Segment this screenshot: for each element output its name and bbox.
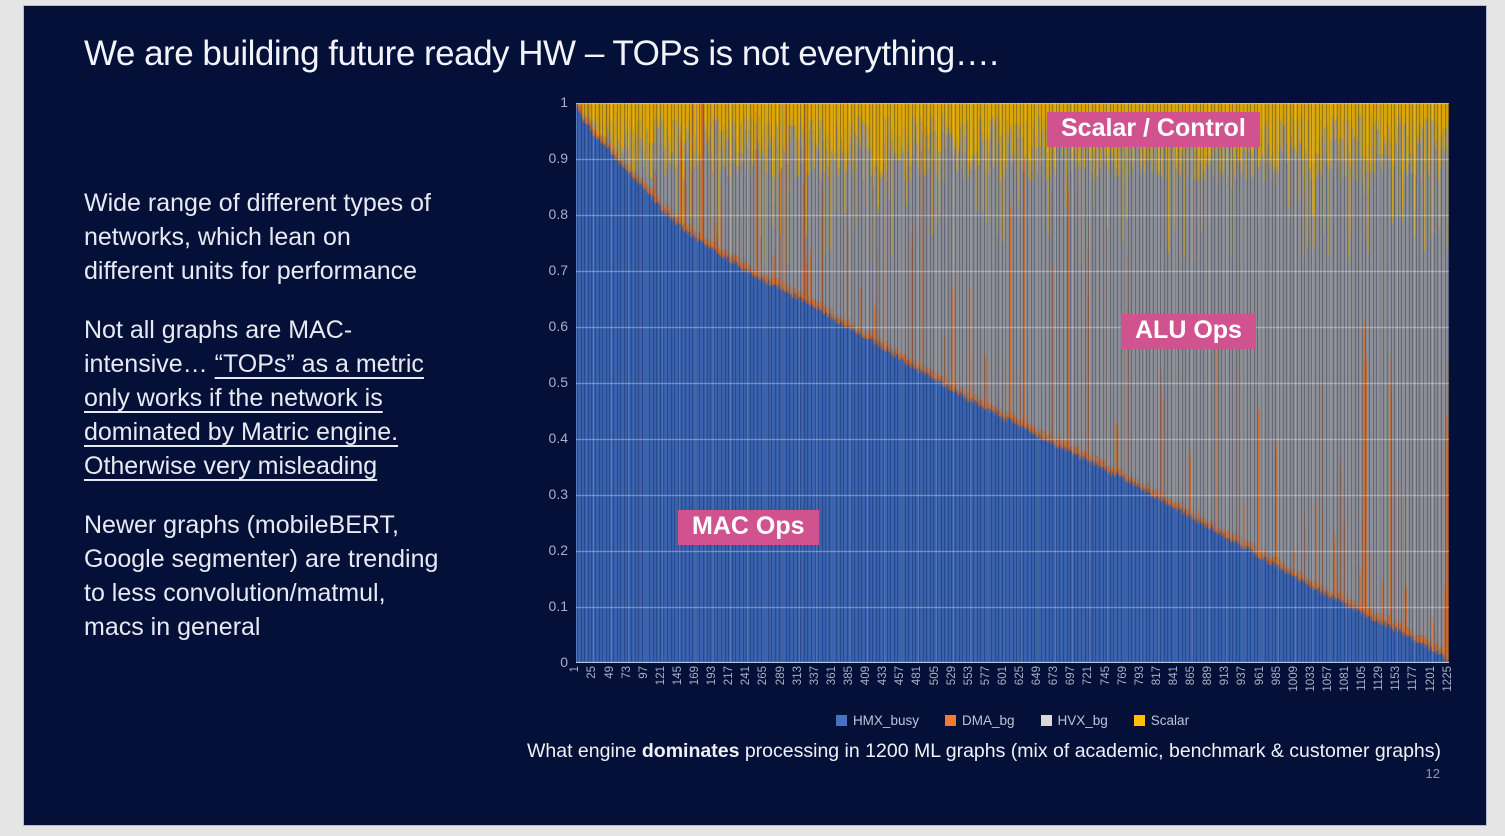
x-axis-tick-label: 961: [1253, 666, 1266, 686]
page-number: 12: [1425, 766, 1440, 781]
chart-legend: HMX_busy DMA_bg HVX_bg Scalar: [576, 713, 1449, 728]
annotation-alu-ops: ALU Ops: [1121, 314, 1256, 349]
x-axis-tick-label: 217: [723, 666, 736, 686]
legend-swatch-icon: [1040, 715, 1052, 726]
legend-item-HVX_bg: HVX_bg: [1040, 713, 1108, 728]
x-axis-tick-label: 745: [1099, 666, 1112, 686]
y-axis-tick-label: 0.2: [548, 542, 568, 558]
annotation-scalar-control: Scalar / Control: [1047, 112, 1260, 147]
legend-label: HVX_bg: [1057, 713, 1108, 728]
x-axis-tick-label: 1081: [1339, 666, 1352, 692]
x-axis-tick-label: 145: [671, 666, 684, 686]
legend-item-Scalar: Scalar: [1133, 713, 1190, 728]
x-axis-tick-label: 841: [1167, 666, 1180, 686]
slide: We are building future ready HW – TOPs i…: [23, 5, 1487, 826]
legend-label: Scalar: [1150, 713, 1190, 728]
legend-label: HMX_busy: [852, 713, 919, 728]
y-axis-tick-label: 0.8: [548, 206, 568, 222]
chart-plot-area: [576, 103, 1449, 663]
x-axis-tick-label: 49: [603, 666, 616, 679]
x-axis-tick-label: 265: [757, 666, 770, 686]
x-axis-tick-label: 889: [1202, 666, 1215, 686]
x-axis-tick-label: 121: [654, 666, 667, 686]
x-axis-tick-label: 481: [911, 666, 924, 686]
x-axis-tick-label: 337: [808, 666, 821, 686]
x-axis-tick-label: 649: [1031, 666, 1044, 686]
slide-body-text: Wide range of different types of network…: [84, 186, 514, 669]
x-axis-tick-label: 361: [825, 666, 838, 686]
y-axis-tick-label: 0.9: [548, 150, 568, 166]
x-axis-tick-label: 553: [962, 666, 975, 686]
x-axis-tick-label: 289: [774, 666, 787, 686]
x-axis-tick-label: 73: [620, 666, 633, 679]
y-axis-tick-label: 0.1: [548, 598, 568, 614]
x-axis-tick-label: 985: [1270, 666, 1283, 686]
x-axis-tick-label: 313: [791, 666, 804, 686]
x-axis-tick-label: 577: [979, 666, 992, 686]
y-axis-tick-label: 0: [560, 654, 568, 670]
annotation-mac-ops: MAC Ops: [678, 510, 819, 545]
x-axis-tick-label: 793: [1133, 666, 1146, 686]
legend-item-DMA_bg: DMA_bg: [944, 713, 1015, 728]
x-axis-tick-label: 1033: [1304, 666, 1317, 692]
x-axis-tick-label: 433: [877, 666, 890, 686]
x-axis-tick-label: 1009: [1287, 666, 1300, 692]
legend-item-HMX_busy: HMX_busy: [835, 713, 919, 728]
y-axis-tick-label: 0.3: [548, 486, 568, 502]
legend-swatch-icon: [1133, 715, 1145, 726]
x-axis-tick-label: 865: [1185, 666, 1198, 686]
y-axis-tick-label: 0.6: [548, 318, 568, 334]
x-axis-tick-label: 457: [894, 666, 907, 686]
legend-swatch-icon: [944, 715, 956, 726]
x-axis-tick-label: 625: [1014, 666, 1027, 686]
chart-caption: What engine dominates processing in 1200…: [526, 740, 1442, 762]
x-axis-tick-label: 505: [928, 666, 941, 686]
x-axis-tick-label: 1177: [1407, 666, 1420, 691]
y-axis-tick-label: 0.7: [548, 262, 568, 278]
x-axis-tick-label: 193: [706, 666, 719, 686]
y-axis-tick-label: 0.4: [548, 430, 568, 446]
x-axis-tick-label: 817: [1150, 666, 1163, 686]
x-axis-tick-label: 1: [569, 666, 582, 673]
x-axis-tick-label: 601: [996, 666, 1009, 686]
x-axis-tick-label: 1129: [1373, 666, 1386, 691]
paragraph-newer-graphs: Newer graphs (mobileBERT, Google segment…: [84, 511, 439, 641]
paragraph-not-all-graphs: Not all graphs are MAC- intensive… “TOPs…: [84, 316, 424, 480]
x-axis-tick-label: 529: [945, 666, 958, 686]
x-axis-tick-label: 1153: [1390, 666, 1403, 691]
x-axis-tick-label: 1105: [1356, 666, 1369, 691]
y-axis-tick-label: 1: [560, 94, 568, 110]
x-axis-tick-label: 385: [843, 666, 855, 686]
x-axis-tick-label: 1057: [1321, 666, 1334, 692]
x-axis-tick-label: 697: [1065, 666, 1078, 686]
x-axis-tick-label: 721: [1082, 666, 1095, 686]
legend-label: DMA_bg: [961, 713, 1015, 728]
x-axis-tick-label: 913: [1219, 666, 1232, 686]
x-axis-tick-label: 169: [689, 666, 702, 686]
x-axis-tick-label: 673: [1048, 666, 1061, 686]
y-axis-tick-label: 0.5: [548, 374, 568, 390]
stacked-bar-chart: 0 0.1 0.2 0.3 0.4 0.5 0.6 0.7 0.8 0.9 1 1 25 49 73 97 1…: [549, 94, 1454, 728]
legend-swatch-icon: [835, 715, 847, 726]
x-axis-tick-label: 409: [860, 666, 873, 686]
x-axis-tick-label: 25: [586, 666, 599, 679]
slide-title: We are building future ready HW – TOPs i…: [84, 34, 999, 73]
x-axis-tick-label: 241: [740, 666, 753, 686]
x-axis-tick-label: 97: [637, 666, 650, 679]
x-axis-tick-label: 1201: [1424, 666, 1437, 692]
x-axis-tick-label: 937: [1236, 666, 1249, 686]
x-axis-tick-label: 1225: [1441, 666, 1454, 692]
paragraph-wide-range: Wide range of different types of network…: [84, 189, 431, 285]
x-axis-tick-label: 769: [1116, 666, 1129, 686]
